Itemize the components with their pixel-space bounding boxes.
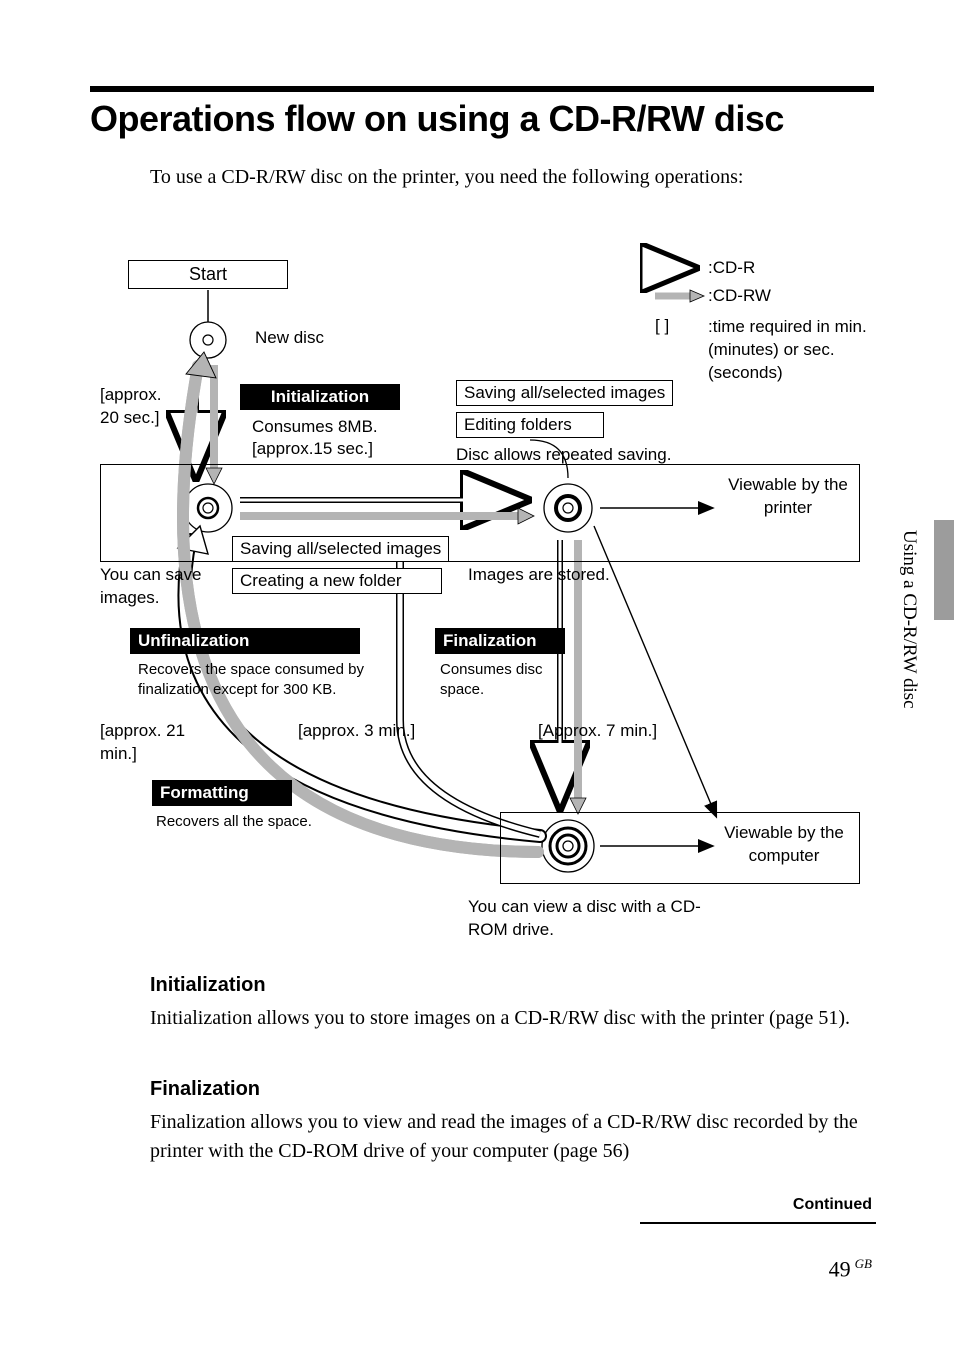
- initialization-body: Initialization allows you to store image…: [150, 1004, 870, 1033]
- page-number-value: 49: [829, 1256, 851, 1281]
- you-can-save: You can save images.: [100, 564, 220, 610]
- fin-time: [Approx. 7 min.]: [538, 720, 657, 743]
- unfin-time: [approx. 21 min.]: [100, 720, 210, 766]
- intro-text: To use a CD-R/RW disc on the printer, yo…: [150, 166, 743, 189]
- formatting-bar: Formatting: [152, 780, 292, 806]
- side-tab-text: Using a CD-R/RW disc: [898, 530, 920, 709]
- page-title: Operations flow on using a CD-R/RW disc: [90, 98, 784, 140]
- finalization-heading: Finalization: [150, 1078, 260, 1101]
- new-disc-label: New disc: [255, 328, 324, 348]
- viewable-computer: Viewable by the computer: [724, 822, 844, 868]
- images-stored: Images are stored.: [468, 564, 610, 587]
- viewable-printer: Viewable by the printer: [728, 474, 848, 520]
- finalization-body: Finalization allows you to view and read…: [150, 1108, 870, 1166]
- unfinalization-bar: Unfinalization: [130, 628, 360, 654]
- top-rule: [90, 86, 874, 92]
- continued-label: Continued: [793, 1196, 872, 1214]
- continued-rule: [640, 1222, 876, 1224]
- saving-all-box: Saving all/selected images: [456, 380, 673, 406]
- approx-20sec: [approx. 20 sec.]: [100, 384, 178, 430]
- format-note: Recovers all the space.: [156, 812, 312, 832]
- fin-note: Consumes disc space.: [440, 660, 570, 701]
- cdrom-note: You can view a disc with a CD-ROM drive.: [468, 896, 728, 942]
- approx-3min: [approx. 3 min.]: [298, 720, 415, 743]
- saving-all-box-2: Saving all/selected images: [232, 536, 449, 562]
- flow-diagram: Start New disc :CD-R :CD-RW [ ] :time re…: [100, 240, 870, 960]
- legend-bracket: [ ]: [655, 316, 669, 336]
- initialization-heading: Initialization: [150, 974, 266, 997]
- init-time: [approx.15 sec.]: [252, 438, 373, 461]
- page-number: 49 GB: [829, 1256, 872, 1282]
- unfin-note: Recovers the space consumed by finalizat…: [138, 660, 388, 701]
- legend-time-desc: :time required in min. (minutes) or sec.…: [708, 316, 878, 385]
- side-tab: [934, 520, 954, 620]
- initialization-bar: Initialization: [240, 384, 400, 410]
- start-box: Start: [128, 260, 288, 289]
- legend-cdr: :CD-R: [708, 258, 755, 278]
- finalization-bar: Finalization: [435, 628, 565, 654]
- editing-folders-box: Editing folders: [456, 412, 604, 438]
- creating-folder-box: Creating a new folder: [232, 568, 442, 594]
- init-note: Consumes 8MB.: [252, 416, 378, 439]
- page-number-lang: GB: [855, 1256, 872, 1271]
- legend-cdrw: :CD-RW: [708, 286, 771, 306]
